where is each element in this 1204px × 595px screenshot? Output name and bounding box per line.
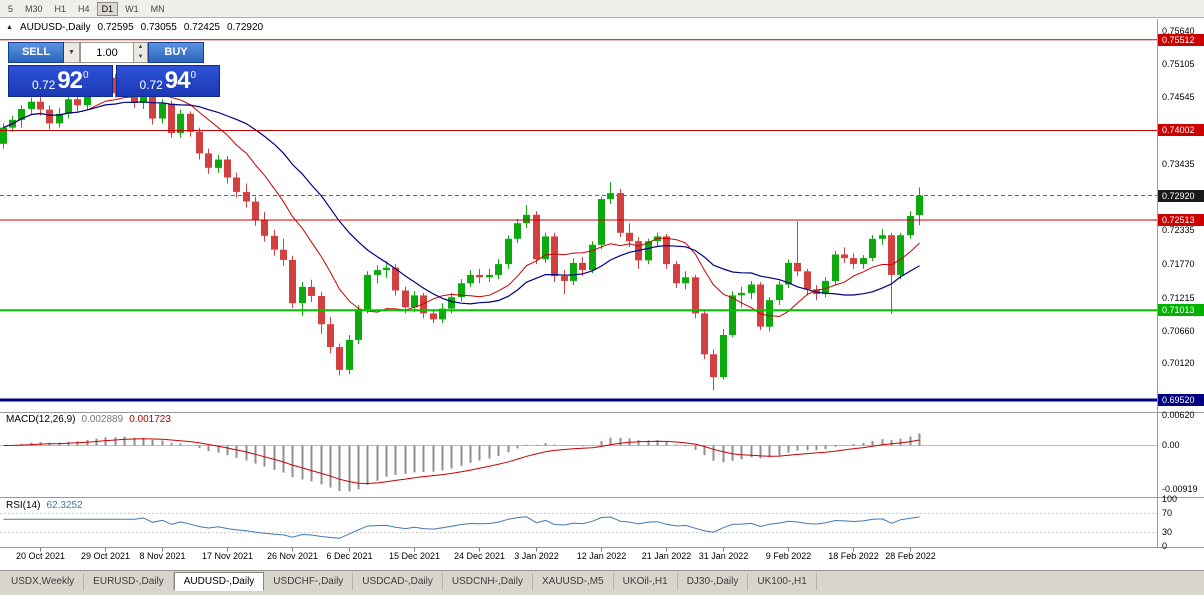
rsi-name: RSI(14) — [6, 500, 41, 511]
chart-tab-ukoil-h1[interactable]: UKOil-,H1 — [614, 573, 678, 590]
sell-button[interactable]: SELL — [8, 42, 64, 63]
volume-dropdown-button[interactable]: ▼ — [64, 42, 80, 63]
chart-tabs-bar: USDX,Weekly EURUSD-,Daily AUDUSD-,Daily USD… — [0, 570, 1204, 595]
candles — [0, 73, 923, 391]
timeframe-button-mn[interactable]: MN — [150, 3, 165, 14]
chart-tab-usdcad-daily[interactable]: USDCAD-,Daily — [353, 573, 443, 590]
rsi-label: RSI(14) 62.3252 — [6, 500, 83, 511]
volume-up-button[interactable]: ▲ — [134, 43, 147, 53]
macd-label: MACD(12,26,9) 0.002889 0.001723 — [6, 414, 171, 425]
ohlc-low: 0.72425 — [183, 22, 220, 33]
macd-value-main: 0.002889 — [81, 414, 124, 425]
timeframe-button-m30[interactable]: M30 — [25, 3, 43, 14]
sell-price-prefix: 0.72 — [31, 77, 56, 92]
symbol-collapse-icon[interactable]: ▲ — [6, 24, 13, 31]
sell-price-pips: 92 — [57, 67, 83, 94]
sell-price-point: 0 — [83, 70, 89, 81]
buy-price-pips: 94 — [164, 67, 191, 94]
rsi-value: 62.3252 — [46, 500, 83, 511]
chart-tab-usdchf-daily[interactable]: USDCHF-,Daily — [264, 573, 354, 590]
chevron-down-icon: ▼ — [68, 49, 75, 56]
chart-tab-audusd-daily[interactable]: AUDUSD-,Daily — [173, 572, 265, 591]
timeframe-button-h1[interactable]: H1 — [54, 3, 67, 14]
symbol-title: AUDUSD-,Daily — [19, 22, 91, 33]
buy-price-point: 0 — [190, 70, 197, 81]
chart-tab-usdx-weekly[interactable]: USDX,Weekly — [2, 573, 85, 590]
timeframe-button-w1[interactable]: W1 — [125, 3, 139, 14]
chart-header: ▲ AUDUSD-,Daily 0.72595 0.73055 0.72425 … — [6, 22, 263, 33]
timeframe-button-5[interactable]: 5 — [8, 3, 14, 14]
ohlc-close: 0.72920 — [226, 22, 264, 33]
macd-name: MACD(12,26,9) — [6, 414, 76, 425]
period-toolbar: 5 M30 H1 H4 D1 W1 MN — [0, 0, 1204, 18]
ohlc-open: 0.72595 — [97, 22, 134, 33]
buy-price-prefix: 0.72 — [139, 77, 163, 92]
ma-slow-line — [3, 101, 920, 305]
chart-tab-uk100-h1[interactable]: UK100-,H1 — [748, 573, 817, 590]
sell-price-display[interactable]: 0.72 92 0 — [8, 65, 113, 97]
chart-tab-eurusd-daily[interactable]: EURUSD-,Daily — [84, 573, 174, 590]
chart-tab-dj30-daily[interactable]: DJ30-,Daily — [678, 573, 749, 590]
volume-input[interactable] — [80, 42, 134, 63]
buy-price-display[interactable]: 0.72 94 0 — [115, 65, 220, 97]
chart-tab-usdcnh-daily[interactable]: USDCNH-,Daily — [443, 573, 533, 590]
macd-value-signal: 0.001723 — [129, 414, 171, 425]
pane-separators — [0, 19, 1204, 552]
timeframe-button-d1[interactable]: D1 — [96, 1, 119, 16]
buy-button[interactable]: BUY — [148, 42, 204, 63]
chart-tab-xauusd-m5[interactable]: XAUUSD-,M5 — [533, 573, 614, 590]
rsi-pane — [0, 512, 1157, 539]
ohlc-high: 0.73055 — [140, 22, 177, 33]
timeframe-button-h4[interactable]: H4 — [78, 3, 90, 14]
macd-pane — [0, 433, 1157, 492]
volume-down-button[interactable]: ▼ — [134, 52, 147, 62]
volume-stepper: ▲ ▼ — [134, 42, 148, 63]
